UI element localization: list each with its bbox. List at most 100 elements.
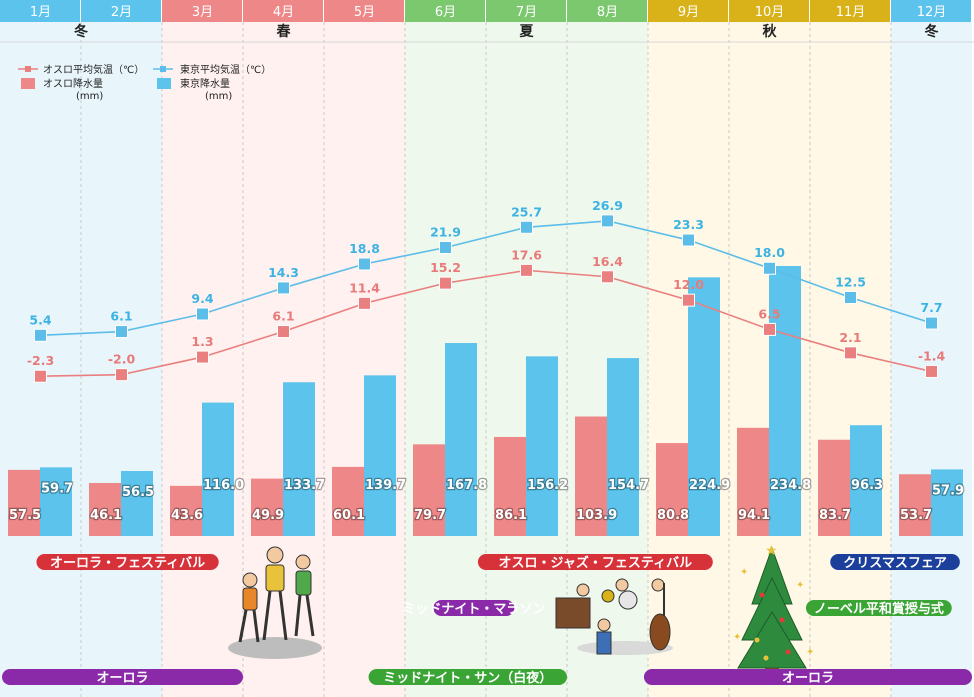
tokyo-temp-value-label: 9.4 bbox=[191, 291, 213, 306]
oslo-temp-value-label: 12.0 bbox=[673, 277, 704, 292]
legend-oslo-temp-marker bbox=[25, 66, 31, 72]
oslo-rain-bar bbox=[251, 478, 283, 536]
tokyo-rain-value-label: 96.3 bbox=[851, 478, 883, 493]
oslo-temp-point bbox=[115, 368, 128, 382]
tokyo-rain-bar bbox=[364, 375, 396, 536]
oslo-rain-bar bbox=[89, 482, 121, 536]
tokyo-temp-point bbox=[682, 233, 695, 247]
event-bar bbox=[368, 669, 567, 685]
oslo-temp-value-label: 6.5 bbox=[758, 306, 780, 321]
event-label: オーロラ bbox=[96, 671, 148, 686]
tokyo-rain-value-label: 116.0 bbox=[203, 478, 244, 493]
tokyo-rain-value-label: 139.7 bbox=[365, 478, 406, 493]
oslo-rain-bar bbox=[737, 427, 769, 536]
month-label: 3月 bbox=[192, 5, 213, 20]
oslo-rain-value-label: 49.9 bbox=[252, 508, 284, 523]
tokyo-temp-point bbox=[439, 240, 452, 254]
month-tab bbox=[162, 0, 242, 22]
tokyo-temp-value-label: 21.9 bbox=[430, 224, 461, 239]
oslo-temp-point bbox=[763, 322, 776, 336]
tokyo-temp-value-label: 5.4 bbox=[29, 312, 51, 327]
tokyo-temp-point bbox=[601, 214, 614, 228]
oslo-rain-bar bbox=[332, 466, 364, 536]
tokyo-rain-bar bbox=[40, 467, 72, 536]
season-label: 夏 bbox=[520, 23, 535, 40]
month-label: 12月 bbox=[917, 5, 947, 20]
tokyo-temp-value-label: 6.1 bbox=[110, 309, 132, 324]
oslo-rain-value-label: 60.1 bbox=[333, 508, 365, 523]
oslo-rain-bar bbox=[170, 485, 202, 536]
oslo-temp-point bbox=[844, 346, 857, 360]
svg-text:✦: ✦ bbox=[806, 647, 814, 658]
tokyo-rain-bar bbox=[445, 343, 477, 536]
tokyo-rain-value-label: 154.7 bbox=[608, 478, 649, 493]
event-label: オスロ・ジャズ・フェスティバル bbox=[499, 555, 693, 571]
svg-text:✦: ✦ bbox=[733, 632, 741, 643]
tokyo-temp-point bbox=[844, 291, 857, 304]
month-label: 9月 bbox=[678, 5, 699, 20]
tokyo-rain-value-label: 167.8 bbox=[446, 478, 487, 493]
legend-tokyo-rain-swatch bbox=[157, 78, 171, 89]
oslo-temp-point bbox=[196, 350, 209, 364]
oslo-temp-point bbox=[277, 325, 290, 339]
oslo-temp-value-label: 11.4 bbox=[349, 280, 380, 295]
svg-text:✦: ✦ bbox=[740, 567, 748, 578]
tokyo-rain-bar bbox=[202, 402, 234, 536]
tokyo-temp-value-label: 25.7 bbox=[511, 204, 542, 219]
event-bar bbox=[830, 554, 960, 570]
month-label: 6月 bbox=[435, 5, 456, 20]
month-label: 1月 bbox=[30, 5, 51, 20]
tokyo-temp-value-label: 7.7 bbox=[920, 300, 942, 315]
legend-oslo-rain-label: オスロ降水量 bbox=[43, 77, 103, 90]
tokyo-temp-value-label: 26.9 bbox=[592, 198, 623, 213]
oslo-temp-value-label: 1.3 bbox=[191, 334, 213, 349]
tokyo-rain-value-label: 56.5 bbox=[122, 485, 154, 500]
tokyo-rain-bar bbox=[121, 471, 153, 536]
tokyo-rain-value-label: 234.8 bbox=[770, 478, 811, 493]
oslo-temp-value-label: 15.2 bbox=[430, 260, 461, 275]
tokyo-temp-line bbox=[40, 220, 932, 337]
legend-tokyo-rain-unit: (mm) bbox=[205, 91, 232, 102]
tokyo-temp-value-label: 18.8 bbox=[349, 241, 380, 256]
event-bar bbox=[643, 669, 972, 685]
tokyo-rain-value-label: 133.7 bbox=[284, 478, 325, 493]
event-label: ノーベル平和賞授与式 bbox=[814, 601, 944, 617]
event-label: オーロラ bbox=[782, 671, 834, 686]
tokyo-temp-point bbox=[763, 261, 776, 275]
oslo-rain-value-label: 86.1 bbox=[495, 508, 527, 523]
season-label: 冬 bbox=[74, 23, 88, 40]
tokyo-rain-bar bbox=[283, 382, 315, 536]
tokyo-rain-bar bbox=[931, 469, 963, 536]
month-tab bbox=[405, 0, 485, 22]
chart-legend: オスロ平均気温（℃） オスロ降水量 (mm) 東京平均気温（℃） 東京降水量 (… bbox=[18, 63, 271, 102]
tokyo-rain-bar bbox=[769, 265, 801, 536]
oslo-rain-value-label: 80.8 bbox=[657, 508, 689, 523]
oslo-temp-value-label: -2.3 bbox=[27, 353, 54, 368]
oslo-rain-bar bbox=[413, 444, 445, 536]
oslo-rain-value-label: 43.6 bbox=[171, 508, 203, 523]
event-label: クリスマスフェア bbox=[843, 556, 947, 571]
month-tab bbox=[81, 0, 161, 22]
oslo-temp-point bbox=[601, 270, 614, 284]
month-tab bbox=[567, 0, 647, 22]
tokyo-rain-bar bbox=[688, 277, 720, 536]
oslo-temp-point bbox=[439, 276, 452, 290]
legend-oslo-rain-swatch bbox=[21, 78, 35, 89]
oslo-temp-value-label: -2.0 bbox=[108, 352, 136, 367]
tokyo-rain-value-label: 224.9 bbox=[689, 478, 730, 493]
oslo-rain-value-label: 94.1 bbox=[738, 508, 770, 523]
tokyo-temp-value-label: 23.3 bbox=[673, 217, 704, 232]
tokyo-temp-point bbox=[358, 257, 371, 271]
tokyo-temp-point bbox=[34, 328, 47, 342]
legend-tokyo-temp-label: 東京平均気温（℃） bbox=[180, 63, 271, 76]
christmas-tree-illustration: ★ ✦ ✦ ✦ ✦ bbox=[733, 543, 814, 676]
event-bar bbox=[36, 554, 219, 570]
oslo-temp-line bbox=[40, 269, 932, 378]
tokyo-temp-point bbox=[925, 316, 938, 330]
month-label: 8月 bbox=[597, 5, 618, 20]
month-tab bbox=[729, 0, 809, 22]
oslo-rain-bar bbox=[818, 439, 850, 536]
month-label: 11月 bbox=[836, 5, 866, 20]
month-label: 10月 bbox=[755, 5, 785, 20]
